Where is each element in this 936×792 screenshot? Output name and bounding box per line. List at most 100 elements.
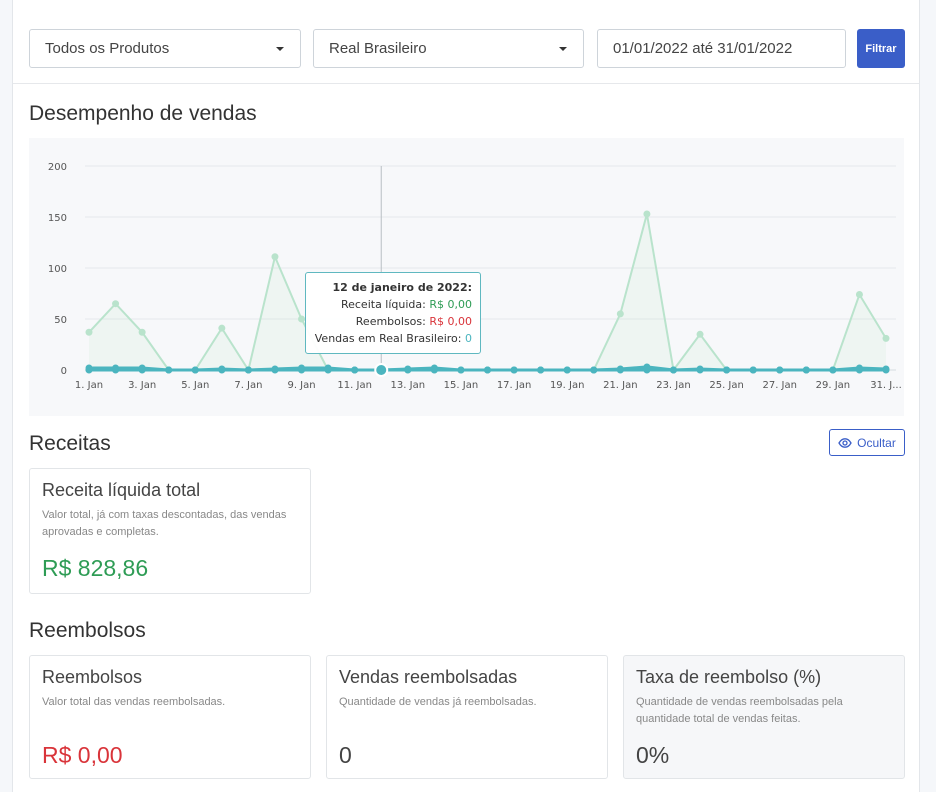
- revenue-point: [298, 315, 306, 323]
- tooltip-value: R$ 0,00: [429, 315, 472, 328]
- tooltip-label: Vendas em Real Brasileiro:: [314, 332, 462, 345]
- x-tick-label: 9. Jan: [287, 380, 315, 391]
- hovered-point: [374, 363, 389, 377]
- sales-point: [616, 365, 624, 373]
- x-tick-label: 11. Jan: [337, 380, 372, 391]
- revenue-line: [88, 213, 887, 373]
- currency-select[interactable]: Real Brasileiro: [313, 29, 584, 68]
- sales-point: [802, 366, 810, 374]
- sales-point: [537, 366, 545, 374]
- revenue-point: [112, 300, 120, 308]
- card-description: Valor total, já com taxas descontadas, d…: [42, 509, 287, 538]
- refunds-card: Reembolsos Valor total das vendas reembo…: [29, 655, 311, 779]
- revenue-point: [138, 328, 146, 336]
- x-tick-label: 5. Jan: [181, 380, 209, 391]
- revenue-point: [696, 330, 704, 338]
- tooltip-row-sales: Vendas em Real Brasileiro: 0: [314, 330, 472, 347]
- refund-rate-value: 0%: [636, 742, 670, 768]
- sales-chart[interactable]: 0 50 100 150 200 1. Jan 3. Jan 5. Jan 7. Jan 9. J…: [29, 138, 904, 416]
- reembolsos-title: Reembolsos: [29, 619, 146, 642]
- eye-icon: [838, 437, 852, 448]
- sales-point: [669, 366, 677, 374]
- x-tick-label: 19. Jan: [550, 380, 585, 391]
- y-tick-label: 50: [54, 315, 67, 326]
- revenue-point: [882, 334, 890, 342]
- date-range-value: 01/01/2022 até 31/01/2022: [613, 40, 793, 57]
- sales-chart-svg: 0 50 100 150 200 1. Jan 3. Jan 5. Jan 7. Jan 9. J…: [48, 162, 902, 391]
- card-title: Vendas reembolsadas: [339, 667, 518, 687]
- product-select[interactable]: Todos os Produtos: [29, 29, 301, 68]
- revenue-point: [643, 210, 651, 218]
- receitas-title: Receitas: [29, 432, 111, 455]
- filter-bar: Todos os Produtos Real Brasileiro 01/01/…: [13, 0, 919, 84]
- sales-point: [298, 364, 306, 372]
- revenue-point: [616, 310, 624, 318]
- hide-button[interactable]: Ocultar: [829, 429, 905, 456]
- product-select-value: Todos os Produtos: [45, 40, 170, 57]
- tooltip-label: Receita líquida:: [340, 298, 426, 311]
- sales-point: [882, 365, 890, 373]
- net-revenue-card: Receita líquida total Valor total, já co…: [29, 468, 311, 594]
- refund-rate-card: Taxa de reembolso (%) Quantidade de vend…: [623, 655, 905, 779]
- card-description: Quantidade de vendas já reembolsadas.: [339, 696, 537, 708]
- filter-button[interactable]: Filtrar: [857, 29, 905, 68]
- sales-point: [457, 366, 465, 374]
- sales-point: [855, 364, 863, 372]
- date-range-input[interactable]: 01/01/2022 até 31/01/2022: [597, 29, 846, 68]
- x-tick-label: 27. Jan: [762, 380, 797, 391]
- x-tick-label: 1. Jan: [75, 380, 103, 391]
- x-tick-label: 23. Jan: [656, 380, 691, 391]
- x-tick-label: 21. Jan: [603, 380, 638, 391]
- card-description: Valor total das vendas reembolsadas.: [42, 696, 226, 708]
- sales-point: [696, 365, 704, 373]
- card-title: Receita líquida total: [42, 480, 201, 500]
- x-tick-label: 7. Jan: [234, 380, 262, 391]
- x-tick-label: 25. Jan: [709, 380, 744, 391]
- sales-point: [430, 364, 438, 372]
- refunded-sales-value: 0: [339, 742, 352, 768]
- sales-point: [749, 366, 757, 374]
- sales-point: [324, 364, 332, 372]
- sales-point: [191, 366, 199, 374]
- refunds-value: R$ 0,00: [42, 742, 123, 768]
- sales-point: [165, 366, 173, 374]
- y-tick-label: 200: [48, 162, 67, 173]
- revenue-point: [855, 291, 863, 299]
- sales-point: [271, 365, 279, 373]
- sales-point: [138, 364, 146, 372]
- y-tick-label: 150: [48, 213, 67, 224]
- tooltip-row-revenue: Receita líquida: R$ 0,00: [314, 296, 472, 313]
- net-revenue-value: R$ 828,86: [42, 555, 149, 581]
- tooltip-title: 12 de janeiro de 2022:: [332, 281, 472, 294]
- revenue-point: [271, 253, 279, 261]
- x-tick-label: 17. Jan: [497, 380, 532, 391]
- x-tick-label: 3. Jan: [128, 380, 156, 391]
- tooltip-row-refunds: Reembolsos: R$ 0,00: [314, 313, 472, 330]
- sales-point: [244, 366, 252, 374]
- sales-point: [643, 363, 651, 371]
- sales-point: [351, 366, 359, 374]
- card-title: Taxa de reembolso (%): [636, 667, 822, 687]
- sales-point: [404, 365, 412, 373]
- sales-point: [112, 364, 120, 372]
- y-tick-label: 100: [48, 264, 67, 275]
- sales-point: [776, 366, 784, 374]
- chevron-down-icon: [559, 47, 567, 51]
- card-description: Quantidade de vendas reembolsadas pela q…: [636, 696, 843, 725]
- y-tick-label: 0: [61, 366, 67, 377]
- x-tick-label: 15. Jan: [444, 380, 479, 391]
- revenue-point: [85, 328, 93, 336]
- sales-point: [484, 366, 491, 374]
- x-tick-label: 13. Jan: [391, 380, 426, 391]
- revenue-area: [89, 213, 886, 370]
- card-title: Reembolsos: [42, 667, 143, 687]
- tooltip-label: Reembolsos:: [355, 315, 426, 328]
- tooltip-value: 0: [465, 332, 472, 345]
- sales-point: [590, 366, 598, 374]
- x-tick-label: 29. Jan: [816, 380, 851, 391]
- sales-performance-title: Desempenho de vendas: [29, 102, 257, 125]
- dashboard-panel: Todos os Produtos Real Brasileiro 01/01/…: [12, 0, 920, 792]
- hide-button-label: Ocultar: [857, 435, 896, 450]
- sales-point: [723, 366, 731, 374]
- tooltip-value: R$ 0,00: [429, 298, 472, 311]
